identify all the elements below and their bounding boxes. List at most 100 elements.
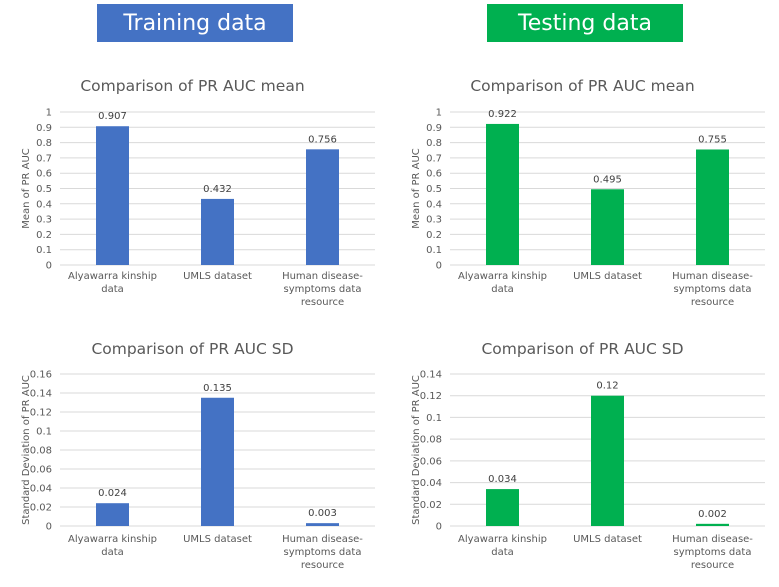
y-tick-label: 0.5 bbox=[36, 184, 52, 195]
chart-title: Comparison of PR AUC SD bbox=[481, 340, 683, 358]
y-tick-label: 0 bbox=[436, 261, 442, 272]
y-tick-label: 0.7 bbox=[36, 153, 52, 164]
category-label: Human disease- bbox=[672, 271, 753, 282]
bar bbox=[696, 523, 729, 526]
y-tick-label: 0.1 bbox=[426, 245, 442, 256]
y-tick-label: 0.16 bbox=[30, 370, 52, 381]
y-tick-label: 0.6 bbox=[36, 169, 52, 180]
bar bbox=[201, 397, 234, 526]
y-axis-label: Mean of PR AUC bbox=[21, 148, 32, 229]
chart-title: Comparison of PR AUC mean bbox=[80, 77, 304, 95]
y-tick-label: 0.3 bbox=[36, 215, 52, 226]
category-label: symptoms data bbox=[674, 547, 752, 558]
y-tick-label: 0.1 bbox=[36, 245, 52, 256]
y-tick-label: 0.8 bbox=[36, 138, 52, 149]
category-label: symptoms data bbox=[674, 284, 752, 295]
y-tick-label: 0 bbox=[46, 261, 52, 272]
chart-train-mean: Comparison of PR AUC mean 0 0.1 0.2 0.3 0.4 0.… bbox=[21, 77, 375, 308]
y-tick-label: 0.08 bbox=[30, 446, 52, 457]
y-tick-label: 0.12 bbox=[420, 391, 442, 402]
testing-data-banner-label: Testing data bbox=[518, 10, 652, 36]
category-label: symptoms data bbox=[284, 284, 362, 295]
chart-title: Comparison of PR AUC SD bbox=[91, 340, 293, 358]
category-label: Human disease- bbox=[282, 534, 363, 545]
training-data-banner-label: Training data bbox=[123, 10, 267, 36]
category-label: UMLS dataset bbox=[573, 534, 642, 545]
y-tick-label: 0.12 bbox=[30, 408, 52, 419]
data-label: 0.002 bbox=[698, 509, 727, 520]
category-label: Alyawarra kinship bbox=[458, 534, 547, 545]
category-label: UMLS dataset bbox=[573, 271, 642, 282]
chart-title: Comparison of PR AUC mean bbox=[470, 77, 694, 95]
data-label: 0.432 bbox=[203, 184, 232, 195]
y-tick-label: 0.1 bbox=[426, 413, 442, 424]
category-label: resource bbox=[301, 560, 344, 571]
category-label: Alyawarra kinship bbox=[68, 271, 157, 282]
bar bbox=[201, 198, 234, 265]
category-label: resource bbox=[691, 560, 734, 571]
category-label: symptoms data bbox=[284, 547, 362, 558]
y-tick-label: 0.6 bbox=[426, 169, 442, 180]
category-label: Alyawarra kinship bbox=[458, 271, 547, 282]
y-tick-label: 0.1 bbox=[36, 427, 52, 438]
y-tick-label: 0.08 bbox=[420, 435, 442, 446]
y-tick-label: 0.9 bbox=[426, 123, 442, 134]
category-label: data bbox=[491, 547, 514, 558]
training-data-banner: Training data bbox=[97, 4, 293, 42]
y-tick-label: 0.5 bbox=[426, 184, 442, 195]
bar bbox=[696, 149, 729, 265]
bar bbox=[486, 123, 519, 266]
y-tick-label: 0.7 bbox=[426, 153, 442, 164]
category-label: UMLS dataset bbox=[183, 271, 252, 282]
y-axis-label: Standard Deviation of PR AUC bbox=[21, 375, 32, 525]
y-axis-label: Standard Deviation of PR AUC bbox=[411, 375, 422, 525]
data-label: 0.12 bbox=[596, 381, 618, 392]
data-label: 0.922 bbox=[488, 109, 517, 120]
data-label: 0.755 bbox=[698, 134, 727, 145]
category-label: data bbox=[101, 547, 124, 558]
testing-data-banner: Testing data bbox=[487, 4, 683, 42]
category-label: resource bbox=[691, 297, 734, 308]
data-label: 0.907 bbox=[98, 111, 127, 122]
bar bbox=[306, 149, 339, 265]
y-tick-label: 0 bbox=[46, 522, 52, 533]
data-label: 0.003 bbox=[308, 508, 337, 519]
chart-train-sd: Comparison of PR AUC SD 0 0.02 0.04 0.06 0.08… bbox=[21, 340, 375, 571]
category-label: data bbox=[491, 284, 514, 295]
chart-test-mean: Comparison of PR AUC mean 0 0.1 0.2 0.3 0.4 0.… bbox=[411, 77, 765, 308]
y-tick-label: 1 bbox=[436, 108, 442, 119]
y-tick-label: 0.02 bbox=[420, 500, 442, 511]
category-label: Alyawarra kinship bbox=[68, 534, 157, 545]
y-tick-label: 0.04 bbox=[30, 484, 52, 495]
category-label: Human disease- bbox=[672, 534, 753, 545]
y-tick-label: 0.06 bbox=[30, 465, 52, 476]
category-label: Human disease- bbox=[282, 271, 363, 282]
data-label: 0.135 bbox=[203, 383, 232, 394]
chart-test-sd: Comparison of PR AUC SD 0 0.02 0.04 0.06 0.08… bbox=[411, 340, 765, 571]
y-tick-label: 1 bbox=[46, 108, 52, 119]
data-label: 0.756 bbox=[308, 134, 337, 145]
y-tick-label: 0.8 bbox=[426, 138, 442, 149]
bar bbox=[486, 489, 519, 526]
data-label: 0.024 bbox=[98, 488, 127, 499]
bar bbox=[591, 189, 624, 265]
bar bbox=[306, 523, 339, 526]
bar bbox=[96, 126, 129, 265]
y-tick-label: 0.04 bbox=[420, 478, 442, 489]
category-label: data bbox=[101, 284, 124, 295]
y-tick-label: 0.3 bbox=[426, 215, 442, 226]
y-tick-label: 0.4 bbox=[36, 199, 52, 210]
y-tick-label: 0.06 bbox=[420, 456, 442, 467]
y-tick-label: 0.2 bbox=[426, 230, 442, 241]
y-tick-label: 0 bbox=[436, 522, 442, 533]
y-tick-label: 0.14 bbox=[30, 389, 52, 400]
bar bbox=[591, 395, 624, 526]
data-label: 0.034 bbox=[488, 474, 517, 485]
category-label: UMLS dataset bbox=[183, 534, 252, 545]
y-tick-label: 0.2 bbox=[36, 230, 52, 241]
category-label: resource bbox=[301, 297, 344, 308]
y-tick-label: 0.4 bbox=[426, 199, 442, 210]
y-axis-label: Mean of PR AUC bbox=[411, 148, 422, 229]
y-tick-label: 0.9 bbox=[36, 123, 52, 134]
data-label: 0.495 bbox=[593, 174, 622, 185]
